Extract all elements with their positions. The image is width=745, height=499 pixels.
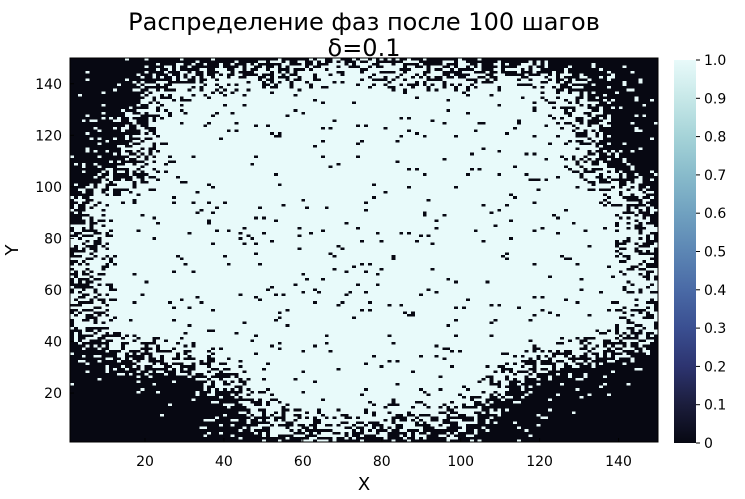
plot-frame	[69, 57, 659, 443]
colorbar-tick-label: 0.7	[704, 168, 726, 184]
x-tick-label: 140	[605, 454, 632, 470]
chart-title: Распределение фаз после 100 шагов	[128, 8, 600, 36]
chart-subtitle: δ=0.1	[328, 34, 401, 62]
colorbar-tick-label: 0.9	[704, 91, 726, 107]
y-tick-label: 40	[44, 334, 62, 350]
colorbar-tick-label: 0.1	[704, 398, 726, 414]
colorbar-tick-label: 0	[704, 436, 713, 452]
x-tick-label: 40	[215, 454, 233, 470]
colorbar-tick-label: 0.4	[704, 283, 726, 299]
x-axis-label: X	[358, 474, 370, 495]
y-tick-label: 20	[44, 386, 62, 402]
heatmap-grid	[70, 58, 658, 442]
x-tick-label: 120	[526, 454, 553, 470]
colorbar-tick-label: 0.5	[704, 245, 726, 261]
y-tick-label: 80	[44, 231, 62, 247]
y-tick-label: 60	[44, 283, 62, 299]
x-tick-label: 100	[447, 454, 474, 470]
colorbar-tick-label: 0.6	[704, 206, 726, 222]
y-tick-label: 100	[35, 180, 62, 196]
y-axis-label: Y	[2, 244, 23, 257]
colorbar	[674, 60, 696, 443]
x-tick-label: 80	[373, 454, 391, 470]
colorbar-tick-label: 0.2	[704, 359, 726, 375]
x-axis-ticks: 20 40 60 80 100 120 140	[136, 438, 632, 470]
y-tick-label: 120	[35, 128, 62, 144]
x-tick-label: 60	[294, 454, 312, 470]
colorbar-tick-label: 0.3	[704, 321, 726, 337]
y-tick-label: 140	[35, 77, 62, 93]
colorbar-tick-label: 1.0	[704, 53, 726, 69]
colorbar-tick-label: 0.8	[704, 130, 726, 146]
y-axis-ticks: 20 40 60 80 100 120 140	[35, 77, 74, 402]
phase-one-cells	[70, 58, 658, 442]
x-tick-label: 20	[136, 454, 154, 470]
colorbar-ticks: 0 0.1 0.2 0.3 0.4 0.5 0.6 0.7 0.8 0.9 1.0	[696, 53, 726, 452]
